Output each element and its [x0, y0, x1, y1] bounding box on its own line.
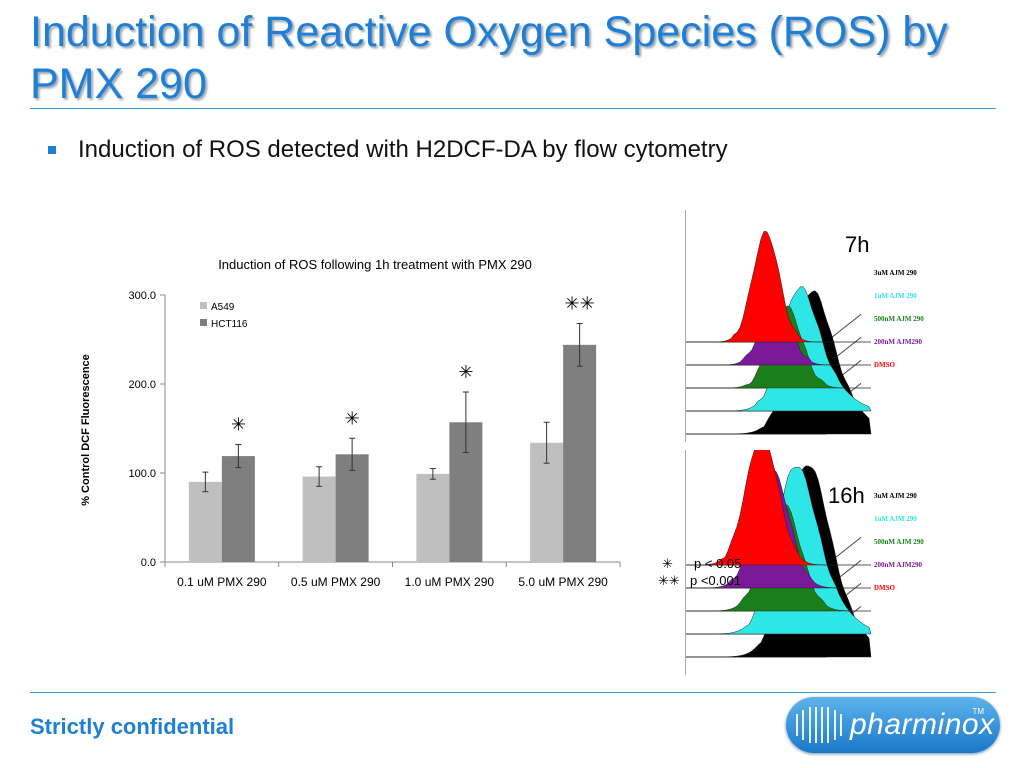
footer-confidential: Strictly confidential	[30, 714, 235, 739]
trace-label: DMSO	[874, 361, 896, 369]
x-tick-label: 0.5 uM PMX 290	[291, 575, 381, 589]
legend-swatch	[200, 302, 207, 309]
trace-label: 200nM AJM290	[874, 561, 923, 569]
bar-hct116	[335, 454, 369, 562]
y-axis-label: % Control DCF Fluorescence	[80, 354, 92, 506]
flow-histogram-7h: 3uM AJM 290 1uM AJM 290 500nM AJM 290 200nM…	[686, 230, 924, 435]
significance-marker: ✳	[345, 408, 360, 428]
bar-a549	[302, 476, 336, 562]
x-tick-label: 1.0 uM PMX 290	[405, 575, 495, 589]
y-tick-label: 300.0	[128, 290, 156, 302]
x-tick-label: 5.0 uM PMX 290	[518, 575, 608, 589]
trace-label: 3uM AJM 290	[874, 269, 917, 277]
pharminox-logo: pharminox TM	[786, 697, 1000, 753]
bar-hct116	[563, 344, 597, 562]
y-tick-label: 0.0	[141, 557, 156, 569]
logo-stripes-icon	[796, 707, 842, 743]
significance-symbol: ✳	[662, 556, 673, 571]
significance-text: p < 0.05	[694, 556, 742, 571]
significance-text: p <0.001	[690, 573, 741, 588]
trace-label: 500nM AJM 290	[874, 315, 924, 323]
legend-label: HCT116	[211, 319, 248, 330]
significance-legend-row: ✳ p < 0.05	[662, 556, 741, 572]
trace-label: 200nM AJM290	[874, 338, 923, 346]
y-tick-label: 100.0	[128, 468, 156, 480]
significance-marker: ✳	[458, 362, 473, 382]
bar-a549	[188, 481, 222, 562]
histogram-trace	[686, 230, 871, 343]
time-label-16h: 16h	[828, 483, 865, 508]
x-tick-label: 0.1 uM PMX 290	[177, 575, 267, 589]
chart-title: Induction of ROS following 1h treatment …	[218, 257, 532, 272]
title-rule	[30, 108, 996, 109]
bar-a549	[416, 473, 450, 562]
bar-hct116	[221, 456, 255, 562]
footer-rule	[30, 692, 996, 693]
time-label-7h: 7h	[845, 232, 870, 257]
significance-symbol: ✳✳	[658, 573, 680, 588]
significance-legend-row: ✳✳ p <0.001	[658, 573, 741, 589]
logo-text: pharminox	[850, 708, 995, 741]
flow-panel-7h: 3uM AJM 290 1uM AJM 290 500nM AJM 290 200nM…	[685, 210, 941, 442]
legend-swatch	[200, 319, 207, 326]
trace-label: DMSO	[874, 584, 896, 592]
bullet-square-icon	[48, 146, 56, 154]
legend-label: A549	[211, 302, 235, 313]
trace-label: 1uM AJM 290	[874, 292, 917, 300]
ros-bar-chart: Induction of ROS following 1h treatment …	[80, 257, 621, 589]
flow-panel-16h: 3uM AJM 290 1uM AJM 290 500nM AJM 290 200nM…	[685, 433, 941, 675]
trace-label: 500nM AJM 290	[874, 538, 924, 546]
flow-histogram-16h: 3uM AJM 290 1uM AJM 290 500nM AJM 290 200nM…	[686, 433, 924, 658]
logo-trademark: TM	[972, 707, 984, 716]
bullet-text: Induction of ROS detected with H2DCF-DA …	[78, 136, 728, 163]
trace-label: 3uM AJM 290	[874, 492, 917, 500]
significance-marker: ✳	[231, 415, 246, 435]
y-tick-label: 200.0	[128, 379, 156, 391]
bullet-item: Induction of ROS detected with H2DCF-DA …	[48, 136, 728, 164]
trace-label: 1uM AJM 290	[874, 515, 917, 523]
significance-marker: ✳✳	[565, 293, 595, 313]
slide-title: Induction of Reactive Oxygen Species (RO…	[30, 8, 948, 108]
histogram-trace	[686, 433, 871, 566]
